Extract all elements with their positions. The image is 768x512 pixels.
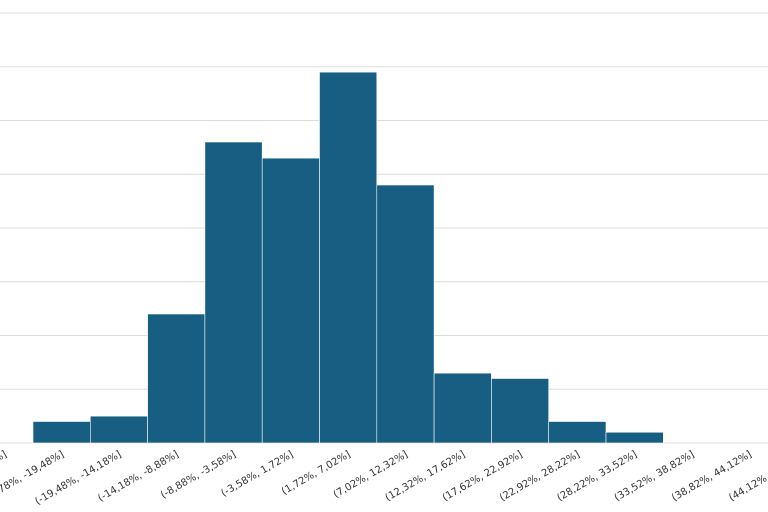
bar [319, 71, 378, 444]
bar [433, 372, 492, 444]
x-tick-label: (-30,08%, -24,78%] [0, 449, 9, 507]
bar [32, 421, 91, 444]
bar [605, 431, 664, 444]
bar [204, 141, 263, 444]
bar [548, 421, 607, 444]
bar [261, 157, 320, 444]
bar [147, 313, 206, 444]
bar [376, 184, 435, 444]
bar [90, 415, 148, 444]
bar [491, 378, 549, 444]
